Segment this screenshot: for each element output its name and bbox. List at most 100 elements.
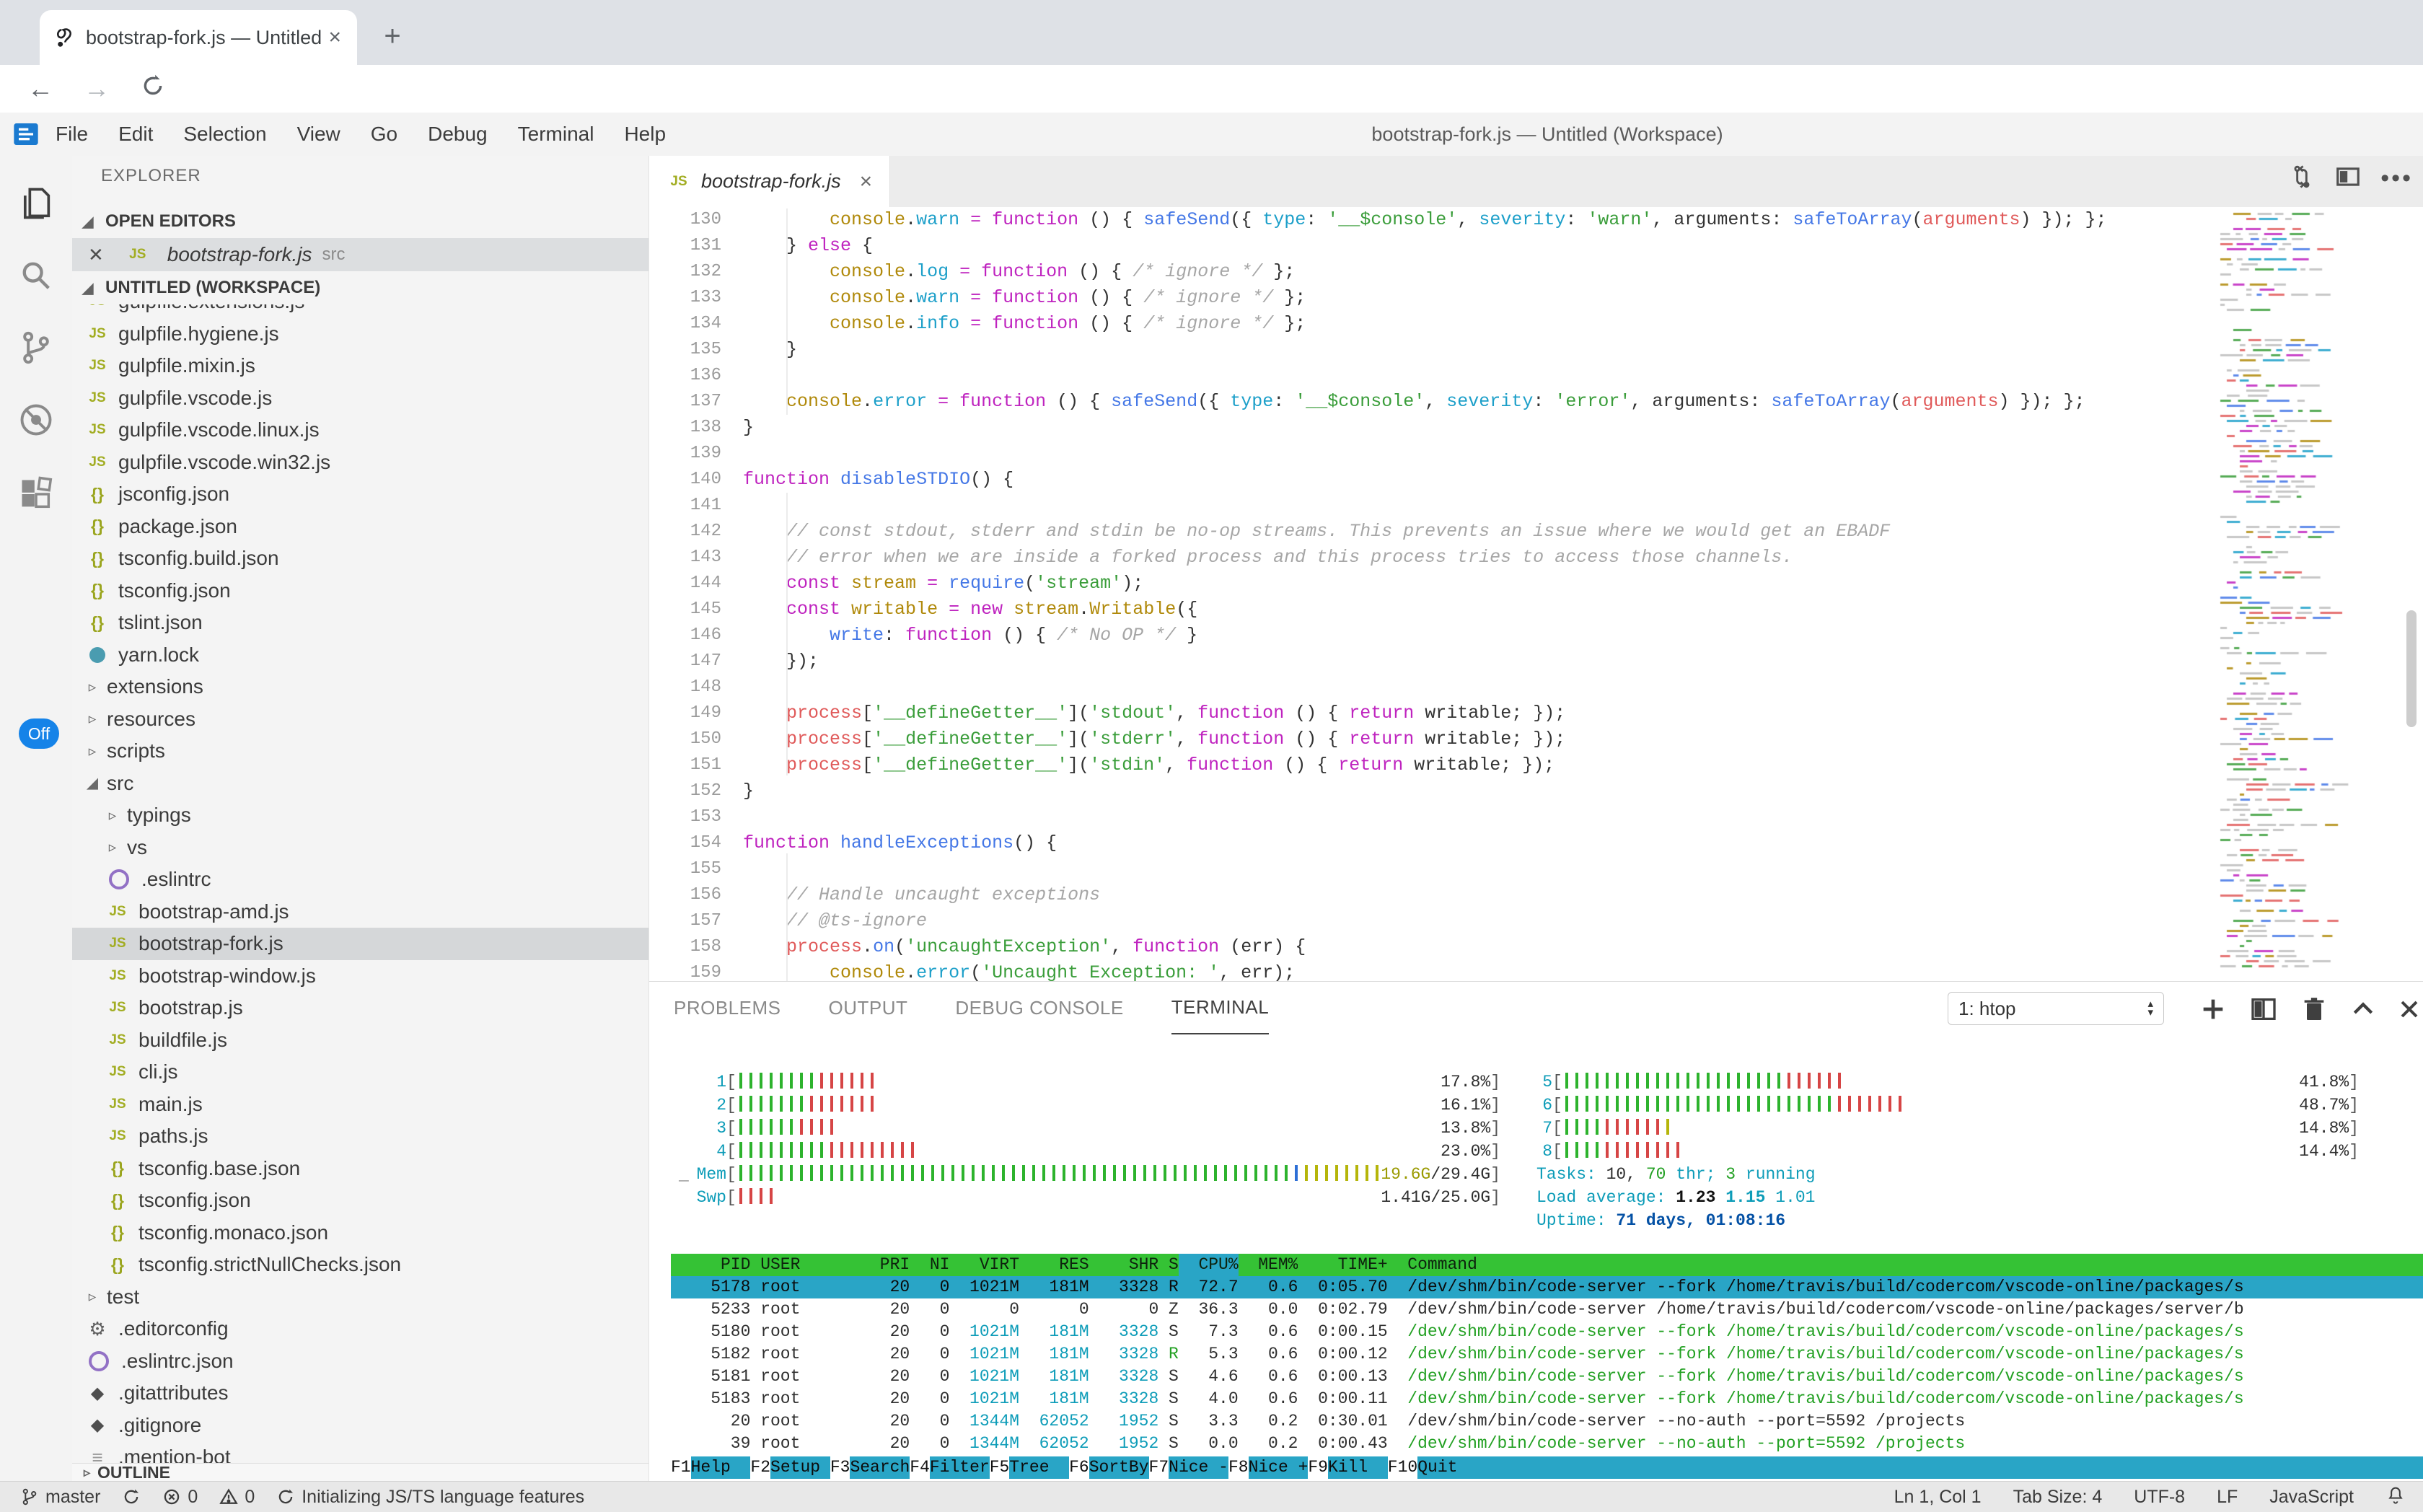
tree-item[interactable]: ▹ typings <box>72 799 648 832</box>
tree-item[interactable]: JS paths.js <box>72 1120 648 1153</box>
tree-item[interactable]: {} tsconfig.json <box>72 1184 648 1217</box>
tree-item[interactable]: JS bootstrap-amd.js <box>72 896 648 928</box>
git-branch-item[interactable]: master <box>20 1487 100 1508</box>
tree-item[interactable]: ▹ extensions <box>72 671 648 703</box>
tab-close-icon[interactable]: × <box>859 169 873 193</box>
tree-item[interactable]: ▹ scripts <box>72 735 648 768</box>
htop-process-row[interactable]: 20 root 20 0 1344M 62052 1952 S 3.3 0.2 0:30.01/de… <box>730 1412 1966 1430</box>
tree-item[interactable]: {} tsconfig.json <box>72 575 648 607</box>
debug-icon[interactable] <box>17 401 55 439</box>
menu-debug[interactable]: Debug <box>428 123 488 145</box>
tab-size[interactable]: Tab Size: 4 <box>2013 1486 2103 1507</box>
code-viewport[interactable]: 130 console.warn = function () { safeSen… <box>649 207 2423 981</box>
tree-item[interactable]: ≡ .mention-bot <box>72 1441 648 1463</box>
menu-selection[interactable]: Selection <box>183 123 267 145</box>
close-panel-icon[interactable] <box>2395 995 2423 1027</box>
terminal-select[interactable]: 1: htop ▴ ▾ <box>1948 992 2164 1025</box>
editor-tab[interactable]: JS bootstrap-fork.js × <box>649 156 891 207</box>
menu-help[interactable]: Help <box>624 123 667 145</box>
tree-item[interactable]: JS bootstrap-fork.js <box>72 928 648 960</box>
open-editors-header[interactable]: ◢ OPEN EDITORS <box>72 205 648 238</box>
errors-item[interactable]: 0 <box>162 1487 198 1508</box>
explorer-icon[interactable] <box>17 185 55 222</box>
tree-item[interactable]: JS gulpfile.vscode.win32.js <box>72 447 648 479</box>
tree-item[interactable]: .eslintrc <box>72 863 648 896</box>
refresh-icon[interactable] <box>137 74 169 105</box>
tree-item[interactable]: JS gulpfile.mixin.js <box>72 350 648 382</box>
tab-close-icon[interactable]: × <box>328 25 341 49</box>
tree-item[interactable]: {} tsconfig.build.json <box>72 542 648 575</box>
forward-icon[interactable]: → <box>84 74 110 103</box>
tree-item[interactable]: ◆ .gitattributes <box>72 1377 648 1410</box>
new-terminal-icon[interactable] <box>2199 995 2228 1027</box>
tree-item[interactable]: ⚙ .editorconfig <box>72 1313 648 1345</box>
htop-process-row[interactable]: 5233 root 20 0 0 0 0 Z 36.3 0.0 0:02.79/dev/shm/bi… <box>711 1300 2244 1319</box>
minimap[interactable] <box>2216 210 2396 979</box>
language-mode[interactable]: JavaScript <box>2269 1486 2354 1507</box>
open-editor-item[interactable]: ✕ JS bootstrap-fork.js src <box>72 238 648 271</box>
panel-tab-output[interactable]: OUTPUT <box>828 997 908 1019</box>
tree-item[interactable]: {} tsconfig.strictNullChecks.json <box>72 1249 648 1281</box>
htop-process-row[interactable]: 5178 root 20 0 1021M 181M 3328 R 72.7 0.6 0:05.70/… <box>671 1276 2423 1298</box>
tree-item[interactable]: ▹ test <box>72 1281 648 1314</box>
tree-item[interactable]: JS gulpfile.vscode.linux.js <box>72 414 648 447</box>
htop-process-row[interactable]: 5180 root 20 0 1021M 181M 3328 S 7.3 0.6 0:00.15/d… <box>711 1322 2244 1341</box>
split-terminal-icon[interactable] <box>2249 995 2278 1027</box>
new-tab-button[interactable]: + <box>384 20 401 52</box>
tree-item[interactable]: JS bootstrap-window.js <box>72 960 648 993</box>
language-status-item[interactable]: Initializing JS/TS language features <box>276 1487 584 1508</box>
tree-item[interactable]: ◢ src <box>72 768 648 800</box>
eol[interactable]: LF <box>2217 1486 2238 1507</box>
htop-process-row[interactable]: 39 root 20 0 1344M 62052 1952 S 0.0 0.2 0:00.43/de… <box>730 1434 1966 1453</box>
menu-view[interactable]: View <box>296 123 340 145</box>
search-icon[interactable] <box>17 257 55 294</box>
browser-tab[interactable]: bootstrap-fork.js — Untitled (V × <box>40 10 357 65</box>
panel-tab-debug-console[interactable]: DEBUG CONSOLE <box>955 997 1124 1019</box>
menu-edit[interactable]: Edit <box>118 123 154 145</box>
tree-item[interactable]: JS buildfile.js <box>72 1024 648 1057</box>
maximize-panel-icon[interactable] <box>2349 995 2378 1027</box>
tree-item[interactable]: {} tslint.json <box>72 607 648 639</box>
outline-header[interactable]: ▹ OUTLINE <box>72 1463 648 1481</box>
editor-scrollbar-thumb[interactable] <box>2406 610 2417 727</box>
source-control-icon[interactable] <box>17 329 55 366</box>
sync-item[interactable] <box>122 1487 141 1506</box>
extens ions-icon[interactable] <box>17 475 55 513</box>
more-actions-icon[interactable]: ••• <box>2380 164 2413 192</box>
tree-item[interactable]: ◆ .gitignore <box>72 1410 648 1442</box>
tree-item[interactable]: JS gulpfile.hygiene.js <box>72 318 648 351</box>
htop-fkey-bar[interactable]: F1 Help F2 Setup F3 Search F4 Filter F5 Tree F6 Sor… <box>671 1456 2423 1479</box>
htop-process-row[interactable]: 5183 root 20 0 1021M 181M 3328 S 4.0 0.6 0:00.11/d… <box>711 1389 2244 1408</box>
workspace-header[interactable]: ◢ UNTITLED (WORKSPACE) <box>72 271 648 304</box>
tree-item[interactable]: JS cli.js <box>72 1056 648 1089</box>
htop-process-row[interactable]: 5181 root 20 0 1021M 181M 3328 S 4.6 0.6 0:00.13/d… <box>711 1367 2244 1386</box>
panel-tab-problems[interactable]: PROBLEMS <box>674 997 781 1019</box>
off-badge[interactable]: Off <box>19 718 59 749</box>
split-editor-icon[interactable] <box>2334 163 2362 194</box>
encoding[interactable]: UTF-8 <box>2134 1486 2186 1507</box>
tree-item[interactable]: ▹ resources <box>72 703 648 736</box>
tree-item[interactable]: {} jsconfig.json <box>72 478 648 511</box>
notifications-bell-icon[interactable] <box>2385 1485 2406 1510</box>
tree-item[interactable]: {} tsconfig.monaco.json <box>72 1217 648 1249</box>
tree-item[interactable]: .eslintrc.json <box>72 1345 648 1378</box>
tree-item[interactable]: JS gulpfile.vscode.js <box>72 382 648 415</box>
tree-item[interactable]: JS bootstrap.js <box>72 992 648 1024</box>
menu-file[interactable]: File <box>56 123 89 145</box>
htop-process-row[interactable]: 5182 root 20 0 1021M 181M 3328 R 5.3 0.6 0:00.12/d… <box>711 1345 2244 1363</box>
panel-tab-terminal[interactable]: TERMINAL <box>1171 981 1270 1034</box>
htop-table-header[interactable]: PID USER PRI NI VIRT RES SHR S CPU% MEM% TIME+ Comm… <box>671 1254 2423 1276</box>
warnings-item[interactable]: 0 <box>219 1487 255 1508</box>
close-icon[interactable]: ✕ <box>88 243 104 265</box>
open-changes-icon[interactable] <box>2288 163 2316 194</box>
menu-go[interactable]: Go <box>370 123 398 145</box>
terminal[interactable]: 1[ 17.8%] 2[ 16.1%] 3[ 13.8%] 4[ 23.0%] … <box>0 1053 2423 1481</box>
kill-terminal-icon[interactable] <box>2300 995 2329 1027</box>
tree-item[interactable]: {} package.json <box>72 511 648 543</box>
back-icon[interactable]: ← <box>27 74 53 103</box>
menu-terminal[interactable]: Terminal <box>517 123 594 145</box>
tree-item[interactable]: JS gulpfile.extensions.js <box>72 304 648 318</box>
cursor-position[interactable]: Ln 1, Col 1 <box>1894 1486 1982 1507</box>
tree-item[interactable]: yarn.lock <box>72 639 648 672</box>
tree-item[interactable]: JS main.js <box>72 1089 648 1121</box>
